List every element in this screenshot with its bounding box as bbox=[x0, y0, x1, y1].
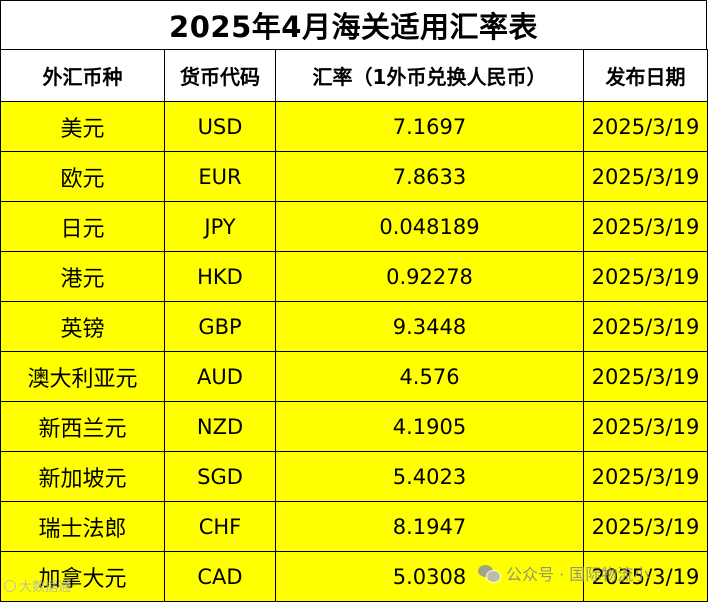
currency-name-cell: 加拿大元 bbox=[0, 551, 165, 602]
table-row: 美元 USD 7.1697 2025/3/19 bbox=[0, 101, 708, 152]
currency-code-cell: SGD bbox=[164, 451, 276, 502]
title-cell: 2025年4月海关适用汇率表 bbox=[0, 0, 707, 50]
rate-cell: 4.576 bbox=[275, 351, 584, 402]
date-cell: 2025/3/19 bbox=[583, 251, 708, 302]
watermark-left: 大数据通 bbox=[4, 576, 71, 595]
currency-name-cell: 欧元 bbox=[0, 151, 165, 202]
exchange-rate-table: 外汇币种 货币代码 汇率（1外币兑换人民币） 发布日期 美元 USD 7.1697 2… bbox=[0, 49, 708, 602]
date-cell: 2025/3/19 bbox=[583, 501, 708, 552]
currency-name-cell: 新加坡元 bbox=[0, 451, 165, 502]
rate-cell: 5.4023 bbox=[275, 451, 584, 502]
table-row: 瑞士法郎 CHF 8.1947 2025/3/19 bbox=[0, 501, 708, 552]
table-row: 欧元 EUR 7.8633 2025/3/19 bbox=[0, 151, 708, 202]
header-date: 发布日期 bbox=[583, 49, 708, 102]
currency-code-cell: HKD bbox=[164, 251, 276, 302]
date-cell: 2025/3/19 bbox=[583, 551, 708, 602]
rate-cell: 7.1697 bbox=[275, 101, 584, 152]
date-cell: 2025/3/19 bbox=[583, 351, 708, 402]
currency-code-cell: NZD bbox=[164, 401, 276, 452]
currency-code-cell: CAD bbox=[164, 551, 276, 602]
rate-cell: 0.048189 bbox=[275, 201, 584, 252]
page-title: 2025年4月海关适用汇率表 bbox=[169, 10, 538, 44]
rate-cell: 4.1905 bbox=[275, 401, 584, 452]
date-cell: 2025/3/19 bbox=[583, 301, 708, 352]
table-row: 日元 JPY 0.048189 2025/3/19 bbox=[0, 201, 708, 252]
table-row: 澳大利亚元 AUD 4.576 2025/3/19 bbox=[0, 351, 708, 402]
currency-name-cell: 瑞士法郎 bbox=[0, 501, 165, 552]
header-currency: 外汇币种 bbox=[0, 49, 165, 102]
currency-name-cell: 日元 bbox=[0, 201, 165, 252]
currency-code-cell: EUR bbox=[164, 151, 276, 202]
currency-name-cell: 美元 bbox=[0, 101, 165, 152]
currency-code-cell: GBP bbox=[164, 301, 276, 352]
watermark-right: 公众号 · 国际物流小 bbox=[478, 561, 649, 585]
table-row: 加拿大元 CAD 5.0308 2025/3/19 bbox=[0, 551, 708, 602]
table-row: 新加坡元 SGD 5.4023 2025/3/19 bbox=[0, 451, 708, 502]
date-cell: 2025/3/19 bbox=[583, 451, 708, 502]
table-row: 港元 HKD 0.92278 2025/3/19 bbox=[0, 251, 708, 302]
table-row: 新西兰元 NZD 4.1905 2025/3/19 bbox=[0, 401, 708, 452]
date-cell: 2025/3/19 bbox=[583, 401, 708, 452]
rate-cell: 7.8633 bbox=[275, 151, 584, 202]
rate-cell: 8.1947 bbox=[275, 501, 584, 552]
header-rate: 汇率（1外币兑换人民币） bbox=[275, 49, 584, 102]
date-cell: 2025/3/19 bbox=[583, 151, 708, 202]
currency-code-cell: USD bbox=[164, 101, 276, 152]
currency-name-cell: 港元 bbox=[0, 251, 165, 302]
date-cell: 2025/3/19 bbox=[583, 201, 708, 252]
rate-cell: 0.92278 bbox=[275, 251, 584, 302]
watermark-right-text: 公众号 · 国际物流小 bbox=[506, 565, 650, 584]
header-code: 货币代码 bbox=[164, 49, 276, 102]
currency-code-cell: CHF bbox=[164, 501, 276, 552]
header-row: 外汇币种 货币代码 汇率（1外币兑换人民币） 发布日期 bbox=[0, 49, 708, 102]
table-row: 英镑 GBP 9.3448 2025/3/19 bbox=[0, 301, 708, 352]
watermark-circle-icon bbox=[4, 579, 16, 592]
watermark-left-text: 大数据通 bbox=[19, 580, 72, 595]
rate-cell: 9.3448 bbox=[275, 301, 584, 352]
currency-name-cell: 新西兰元 bbox=[0, 401, 165, 452]
currency-code-cell: JPY bbox=[164, 201, 276, 252]
date-cell: 2025/3/19 bbox=[583, 101, 708, 152]
currency-name-cell: 英镑 bbox=[0, 301, 165, 352]
wechat-icon bbox=[478, 564, 501, 583]
currency-code-cell: AUD bbox=[164, 351, 276, 402]
currency-name-cell: 澳大利亚元 bbox=[0, 351, 165, 402]
